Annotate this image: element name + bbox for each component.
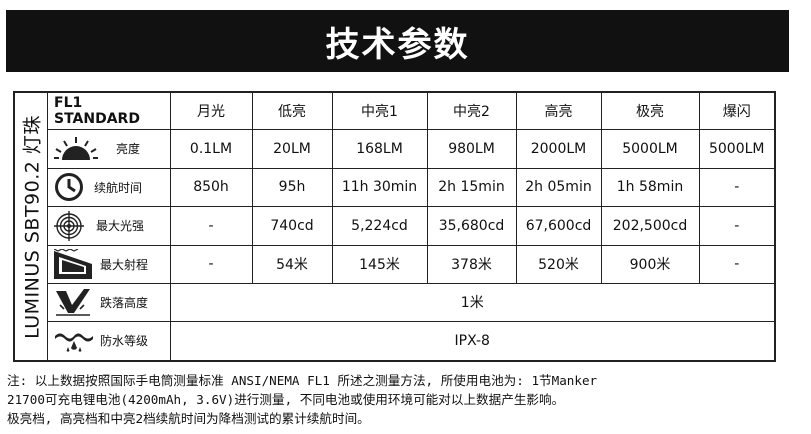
row-label: 续航时间 <box>94 180 143 195</box>
table-cell: 2h 15min <box>426 167 517 207</box>
row-label: 跌落高度 <box>100 295 149 310</box>
table-cell: 95h <box>251 167 333 207</box>
standard-label: FL1 STANDARD <box>48 93 171 130</box>
row-label: 最大射程 <box>100 257 149 272</box>
beam-distance-icon <box>54 249 92 279</box>
mode-header: 月光 <box>169 93 253 130</box>
page-title: 技术参数 <box>325 24 470 65</box>
row-label-cell: 最大射程 <box>48 244 171 284</box>
table-cell: 378米 <box>426 244 517 284</box>
table-cell: 168LM <box>331 128 428 169</box>
table-cell: 11h 30min <box>331 167 428 207</box>
footnote-line: 21700可充电锂电池(4200mAh, 3.6V)进行测量, 不同电池或使用环… <box>7 392 565 407</box>
brand-label: LUMINUS SBT90.2 灯珠 <box>21 114 44 339</box>
table-cell: 20LM <box>251 128 333 169</box>
table-cell: - <box>698 205 774 246</box>
footnote: 注: 以上数据按照国际手电筒测量标准 ANSI/NEMA FL1 所述之测量方法… <box>7 371 807 428</box>
row-label-cell: 最大光强 <box>48 205 171 246</box>
title-banner: 技术参数 <box>6 10 789 72</box>
header-row: FL1 STANDARD 月光 低亮 中亮1 中亮2 高亮 极亮 爆闪 <box>48 93 774 130</box>
row-label: 防水等级 <box>100 334 149 349</box>
mode-header: 极亮 <box>600 93 700 130</box>
table-cell: 54米 <box>251 244 333 284</box>
row-label-cell: 续航时间 <box>48 167 171 207</box>
mode-header: 中亮1 <box>331 93 428 130</box>
spec-table-frame: LUMINUS SBT90.2 灯珠 FL1 STANDARD 月光 低亮 中亮… <box>13 91 776 362</box>
mode-header: 爆闪 <box>698 93 774 130</box>
spec-table: FL1 STANDARD 月光 低亮 中亮1 中亮2 高亮 极亮 爆闪 <box>48 93 774 360</box>
table-cell: - <box>698 244 774 284</box>
table-cell: 980LM <box>426 128 517 169</box>
table-cell: - <box>169 244 253 284</box>
table-cell: 145米 <box>331 244 428 284</box>
table-cell: 5,224cd <box>331 205 428 246</box>
row-label-cell: 跌落高度 <box>48 282 171 322</box>
mode-header: 高亮 <box>515 93 602 130</box>
table-cell: 2h 05min <box>515 167 602 207</box>
table-cell: 67,600cd <box>515 205 602 246</box>
row-label: 最大光强 <box>96 219 145 233</box>
table-cell: 35,680cd <box>426 205 517 246</box>
table-row: 续航时间 850h 95h 11h 30min 2h 15min 2h 05mi… <box>48 167 774 207</box>
table-row: 防水等级 IPX-8 <box>48 320 774 360</box>
table-row: 跌落高度 1米 <box>48 282 774 322</box>
table-cell: 900米 <box>600 244 700 284</box>
mode-header: 中亮2 <box>426 93 517 130</box>
impact-icon <box>56 289 90 316</box>
impact-value-cell: 1米 <box>169 282 774 322</box>
water-icon <box>55 333 93 352</box>
brightness-icon <box>54 136 98 160</box>
row-label-cell: 防水等级 <box>48 320 171 360</box>
table-cell: 1h 58min <box>600 167 700 207</box>
row-label: 亮度 <box>116 142 141 156</box>
waterproof-value-cell: IPX-8 <box>169 320 774 360</box>
table-cell: 5000LM <box>698 128 774 169</box>
table-cell: 5000LM <box>600 128 700 169</box>
table-row: 最大射程 - 54米 145米 378米 520米 900米 - <box>48 244 774 284</box>
table-cell: - <box>698 167 774 207</box>
table-cell: 202,500cd <box>600 205 700 246</box>
table-cell: 2000LM <box>515 128 602 169</box>
table-cell: - <box>169 205 253 246</box>
mode-header: 低亮 <box>251 93 333 130</box>
footnote-line: 极亮档, 高亮档和中亮2档续航时间为降档测试的累计续航时间。 <box>7 411 370 426</box>
row-label-cell: 亮度 <box>48 128 171 169</box>
brand-column: LUMINUS SBT90.2 灯珠 <box>15 93 48 360</box>
table-cell: 850h <box>169 167 253 207</box>
table-cell: 0.1LM <box>169 128 253 169</box>
target-icon <box>54 210 84 241</box>
clock-icon <box>55 173 83 201</box>
table-row: 亮度 0.1LM 20LM 168LM 980LM 2000LM 5000LM … <box>48 128 774 169</box>
table-cell: 740cd <box>251 205 333 246</box>
table-row: 最大光强 - 740cd 5,224cd 35,680cd 67,600cd 2… <box>48 205 774 246</box>
footnote-line: 注: 以上数据按照国际手电筒测量标准 ANSI/NEMA FL1 所述之测量方法… <box>7 373 598 388</box>
table-cell: 520米 <box>515 244 602 284</box>
